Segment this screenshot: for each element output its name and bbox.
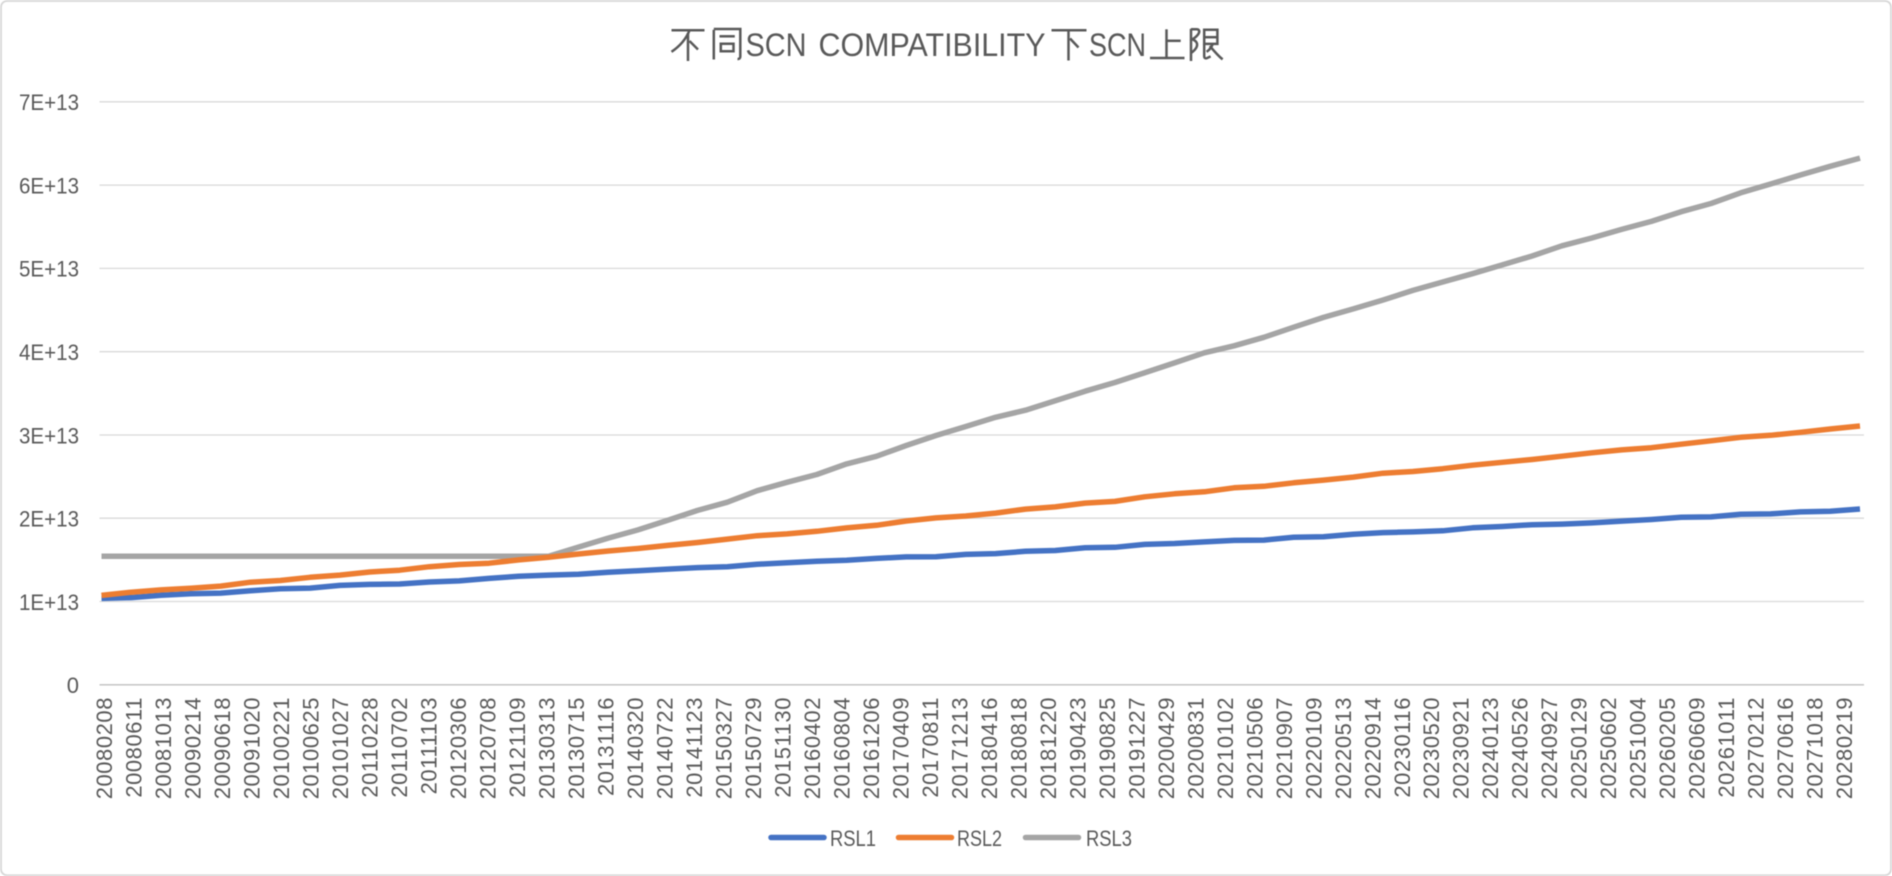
svg-text:20210907: 20210907 xyxy=(1272,697,1297,799)
svg-text:4E+13: 4E+13 xyxy=(19,340,79,365)
svg-text:0: 0 xyxy=(67,673,79,698)
svg-text:20170409: 20170409 xyxy=(888,697,913,799)
svg-text:20160402: 20160402 xyxy=(800,697,825,799)
svg-text:20271018: 20271018 xyxy=(1803,697,1828,799)
svg-text:SCN: SCN xyxy=(746,27,807,63)
svg-text:20230116: 20230116 xyxy=(1390,697,1415,798)
svg-text:20150729: 20150729 xyxy=(741,697,766,799)
svg-text:20190423: 20190423 xyxy=(1065,697,1090,799)
svg-text:20110702: 20110702 xyxy=(387,697,412,798)
svg-text:20220513: 20220513 xyxy=(1331,697,1356,799)
svg-text:20141123: 20141123 xyxy=(682,697,707,798)
svg-text:20120306: 20120306 xyxy=(446,697,471,799)
svg-text:20210506: 20210506 xyxy=(1242,697,1267,799)
svg-text:20220109: 20220109 xyxy=(1301,697,1326,799)
svg-text:20090618: 20090618 xyxy=(210,697,235,799)
svg-text:2E+13: 2E+13 xyxy=(19,507,79,532)
svg-text:20270616: 20270616 xyxy=(1773,697,1798,799)
svg-text:20280219: 20280219 xyxy=(1832,697,1857,799)
svg-text:20161206: 20161206 xyxy=(859,697,884,799)
svg-text:20080611: 20080611 xyxy=(122,697,147,798)
svg-text:20090214: 20090214 xyxy=(181,697,206,799)
svg-text:20200429: 20200429 xyxy=(1154,697,1179,799)
svg-text:3E+13: 3E+13 xyxy=(19,423,79,448)
svg-text:20130715: 20130715 xyxy=(564,697,589,799)
svg-text:20130313: 20130313 xyxy=(535,697,560,799)
svg-text:20260609: 20260609 xyxy=(1685,697,1710,799)
svg-text:20120708: 20120708 xyxy=(476,697,501,799)
svg-text:20260205: 20260205 xyxy=(1655,697,1680,799)
svg-text:20091020: 20091020 xyxy=(240,697,265,799)
svg-text:20150327: 20150327 xyxy=(712,697,737,799)
svg-text:20190825: 20190825 xyxy=(1095,697,1120,799)
svg-text:20270212: 20270212 xyxy=(1744,697,1769,799)
svg-text:20140722: 20140722 xyxy=(653,697,678,799)
svg-text:RSL2: RSL2 xyxy=(957,826,1002,851)
svg-text:20261011: 20261011 xyxy=(1714,697,1739,798)
svg-text:RSL1: RSL1 xyxy=(830,826,876,851)
svg-text:20230520: 20230520 xyxy=(1419,697,1444,799)
svg-text:20101027: 20101027 xyxy=(328,697,353,799)
svg-text:20111103: 20111103 xyxy=(417,697,442,794)
svg-text:20210102: 20210102 xyxy=(1213,697,1238,799)
svg-text:20251004: 20251004 xyxy=(1626,697,1651,799)
svg-text:6E+13: 6E+13 xyxy=(19,173,79,198)
svg-text:1E+13: 1E+13 xyxy=(19,590,79,615)
svg-text:7E+13: 7E+13 xyxy=(19,90,79,115)
svg-text:20180818: 20180818 xyxy=(1006,697,1031,799)
svg-text:20100221: 20100221 xyxy=(269,697,294,799)
svg-text:20110228: 20110228 xyxy=(358,697,383,798)
svg-text:RSL3: RSL3 xyxy=(1086,826,1132,851)
svg-text:20171213: 20171213 xyxy=(947,697,972,799)
svg-text:20250602: 20250602 xyxy=(1596,697,1621,799)
svg-text:20081013: 20081013 xyxy=(151,697,176,799)
svg-text:20191227: 20191227 xyxy=(1124,697,1149,799)
svg-text:SCN: SCN xyxy=(1089,27,1146,63)
svg-text:COMPATIBILITY: COMPATIBILITY xyxy=(819,27,1046,63)
svg-text:20131116: 20131116 xyxy=(594,697,619,796)
svg-text:20240526: 20240526 xyxy=(1508,697,1533,799)
svg-text:20100625: 20100625 xyxy=(299,697,324,799)
svg-text:20200831: 20200831 xyxy=(1183,697,1208,799)
svg-text:20170811: 20170811 xyxy=(918,697,943,798)
svg-text:20160804: 20160804 xyxy=(830,697,855,799)
svg-text:20121109: 20121109 xyxy=(505,697,530,798)
svg-text:20180416: 20180416 xyxy=(977,697,1002,799)
svg-text:20151130: 20151130 xyxy=(771,697,796,798)
svg-text:20220914: 20220914 xyxy=(1360,697,1385,799)
svg-text:20240123: 20240123 xyxy=(1478,697,1503,799)
svg-text:20230921: 20230921 xyxy=(1449,697,1474,799)
svg-text:20140320: 20140320 xyxy=(623,697,648,799)
svg-text:20080208: 20080208 xyxy=(92,697,117,799)
svg-text:20181220: 20181220 xyxy=(1036,697,1061,799)
svg-text:20240927: 20240927 xyxy=(1537,697,1562,799)
svg-text:20250129: 20250129 xyxy=(1567,697,1592,799)
svg-text:5E+13: 5E+13 xyxy=(19,257,79,282)
